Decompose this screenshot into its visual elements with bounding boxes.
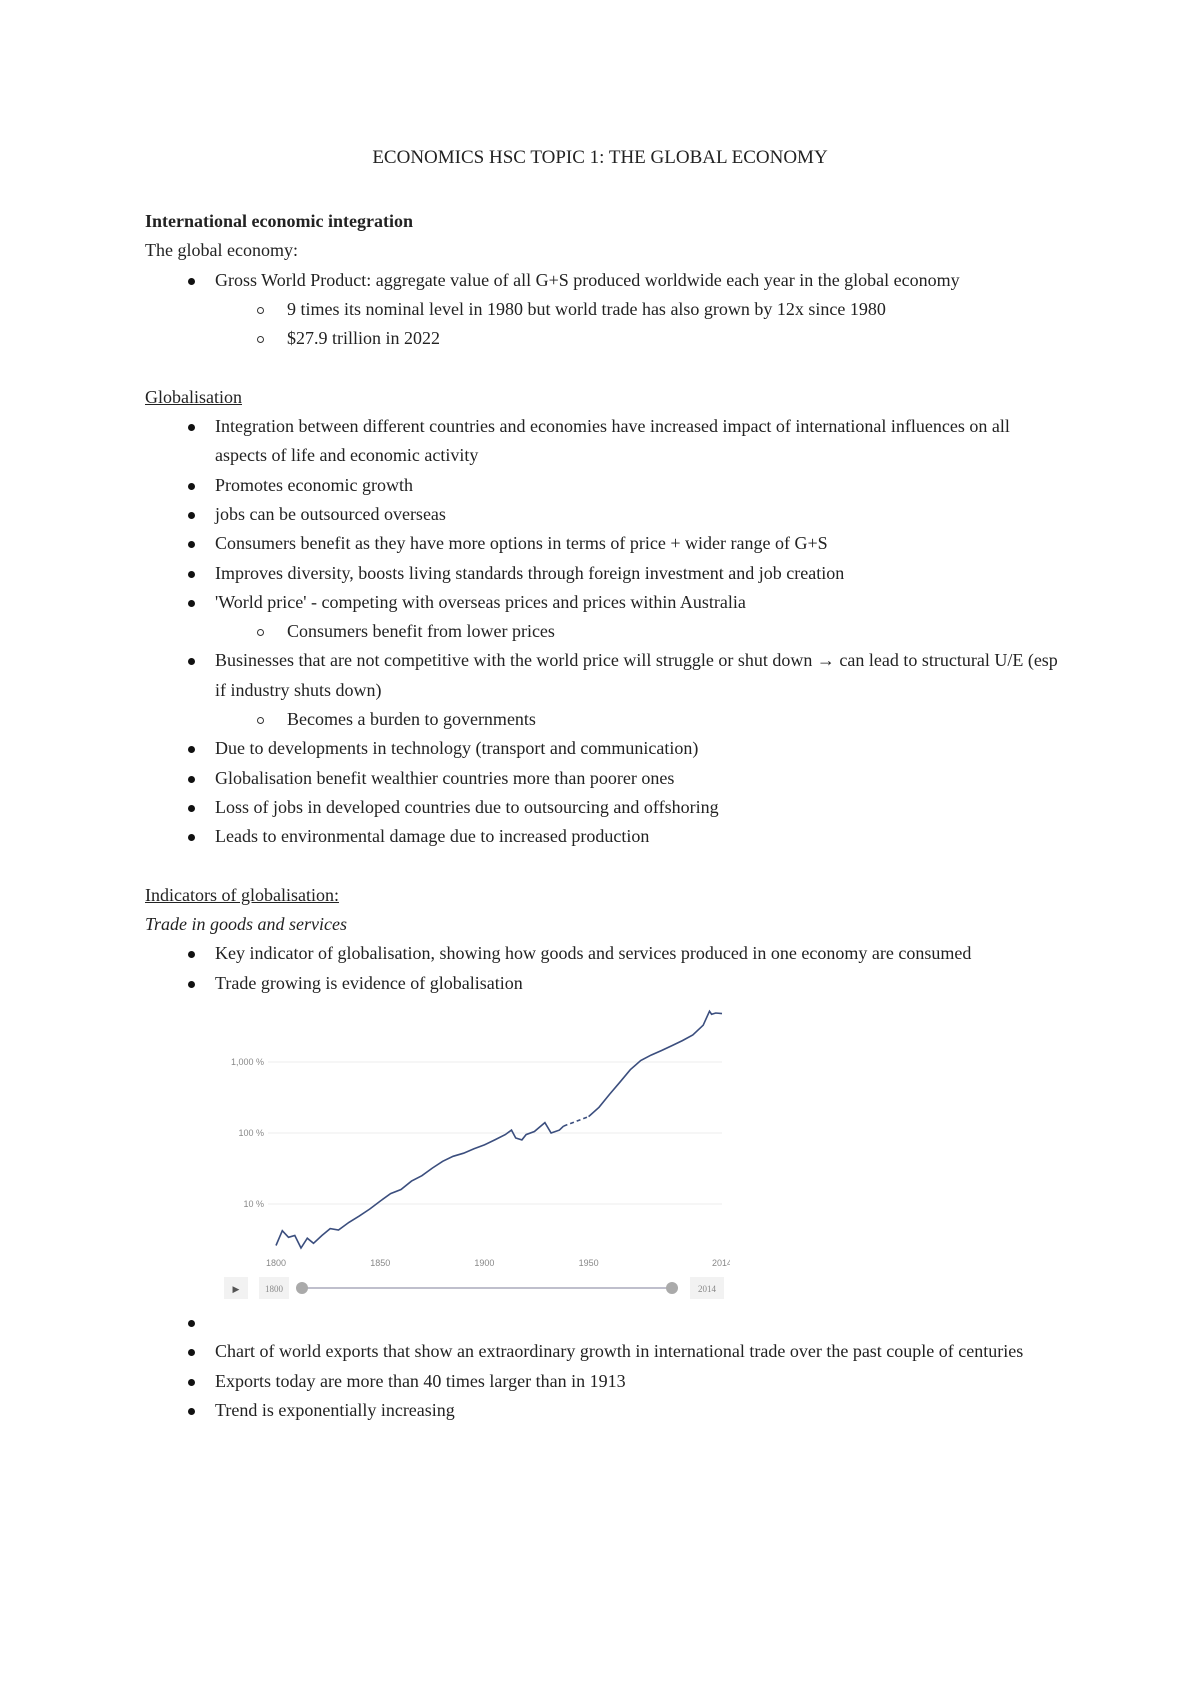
list-item: Due to developments in technology (trans… — [145, 734, 1065, 763]
slider-start-handle — [296, 1282, 308, 1295]
list-item-empty — [145, 1308, 1065, 1337]
end-year-label: 2014 — [698, 1284, 717, 1294]
x-tick-label: 1800 — [266, 1258, 286, 1268]
y-tick-label: 1,000 % — [231, 1057, 264, 1067]
play-button — [224, 1277, 248, 1300]
list-item: Improves diversity, boosts living standa… — [145, 559, 1065, 588]
start-year-label: 1800 — [265, 1284, 284, 1294]
section-heading: Indicators of globalisation: — [145, 884, 339, 905]
slider-end-handle — [666, 1282, 678, 1295]
chart-svg: 10 % 100 % 1,000 % 1800 1850 1900 1950 2014 ▶ 180… — [224, 1009, 730, 1300]
sub-list-item: 9 times its nominal level in 1980 but wo… — [145, 295, 1065, 324]
list-item: Globalisation benefit wealthier countrie… — [145, 764, 1065, 793]
list-item: Chart of world exports that show an extr… — [145, 1337, 1065, 1366]
document-body: International economic integration The g… — [145, 207, 1065, 1425]
bullet-list: Gross World Product: aggregate value of … — [145, 266, 1065, 354]
list-item: Businesses that are not competitive with… — [145, 646, 1065, 705]
list-item: 'World price' - competing with overseas … — [145, 588, 1065, 617]
list-item: Trend is exponentially increasing — [145, 1396, 1065, 1425]
section-heading: International economic integration — [145, 211, 413, 231]
list-item: Consumers benefit as they have more opti… — [145, 529, 1065, 558]
list-item: Loss of jobs in developed countries due … — [145, 793, 1065, 822]
x-tick-label: 1950 — [579, 1258, 599, 1268]
play-icon: ▶ — [233, 1284, 240, 1294]
list-item: Gross World Product: aggregate value of … — [145, 266, 1065, 295]
document-title: ECONOMICS HSC TOPIC 1: THE GLOBAL ECONOM… — [372, 147, 828, 168]
start-year-box — [259, 1277, 289, 1300]
series-line-dashed — [563, 1115, 589, 1127]
y-tick-label: 10 % — [243, 1199, 264, 1209]
section-heading: Globalisation — [145, 386, 242, 407]
y-tick-label: 100 % — [238, 1128, 264, 1138]
series-line — [588, 1009, 723, 1118]
world-exports-chart: 10 % 100 % 1,000 % 1800 1850 1900 1950 2014 ▶ 180… — [220, 1004, 730, 1304]
section-subheading: The global economy: — [145, 240, 298, 261]
x-tick-label: 1900 — [474, 1258, 494, 1268]
list-item: Exports today are more than 40 times lar… — [145, 1367, 1065, 1396]
list-item: jobs can be outsourced overseas — [145, 500, 1065, 529]
sub-list-item: Becomes a burden to governments — [145, 705, 1065, 734]
list-item: Integration between different countries … — [145, 412, 1065, 471]
list-item: Leads to environmental damage due to inc… — [145, 822, 1065, 851]
bullet-list: Integration between different countries … — [145, 412, 1065, 851]
series-line — [275, 1121, 565, 1250]
sub-list-item: $27.9 trillion in 2022 — [145, 324, 1065, 353]
x-tick-label: 1850 — [370, 1258, 390, 1268]
bullet-list: Key indicator of globalisation, showing … — [145, 939, 1065, 998]
list-item: Key indicator of globalisation, showing … — [145, 939, 1065, 968]
sub-list-item: Consumers benefit from lower prices — [145, 617, 1065, 646]
section-subheading: Trade in goods and services — [145, 914, 347, 935]
list-item: Trade growing is evidence of globalisati… — [145, 969, 1065, 998]
end-year-box — [690, 1277, 724, 1300]
x-tick-label: 2014 — [712, 1258, 730, 1268]
list-item: Promotes economic growth — [145, 471, 1065, 500]
bullet-list: Chart of world exports that show an extr… — [145, 1308, 1065, 1425]
